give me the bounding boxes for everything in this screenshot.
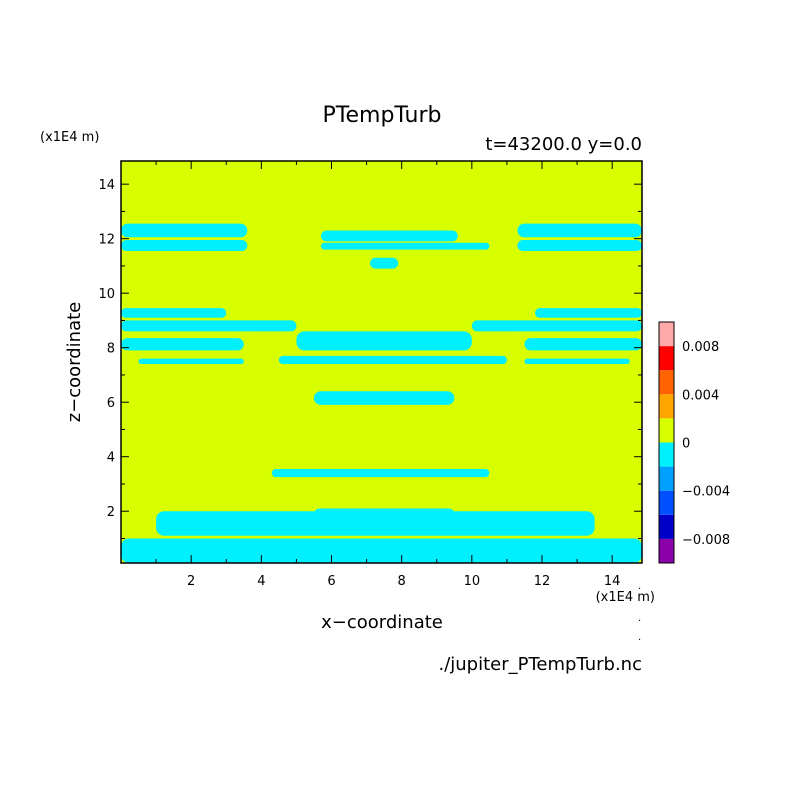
x-tick-label: 12 [534, 574, 551, 589]
negative-region-21 [313, 508, 455, 520]
negative-region-1 [121, 240, 248, 251]
colorbar-tick-label: 0 [682, 437, 690, 452]
negative-region-16 [524, 358, 630, 365]
negative-region-20 [156, 511, 595, 536]
y-tick-label: 10 [98, 287, 115, 302]
x-tick-label: 2 [187, 574, 195, 589]
y-tick-label: 12 [98, 233, 115, 248]
x-unit-label: (x1E4 m) [596, 590, 655, 605]
negative-region-11 [524, 338, 642, 351]
negative-region-3 [320, 242, 490, 250]
negative-region-4 [517, 223, 642, 238]
negative-regions [121, 223, 642, 563]
colorbar-swatch [659, 490, 674, 515]
colorbar-tick-label: 0.004 [682, 388, 719, 403]
negative-region-2 [320, 230, 458, 242]
colorbar-swatch [659, 418, 674, 443]
colorbar-tick-label: −0.008 [682, 533, 730, 548]
y-unit-label: (x1E4 m) [40, 130, 99, 145]
y-tick-label: 2 [107, 505, 115, 520]
x-tick-label: 8 [398, 574, 406, 589]
colorbar-swatch [659, 538, 674, 563]
negative-region-15 [278, 355, 507, 365]
colorbar-tick-label: 0.008 [682, 340, 719, 355]
negative-region-9 [121, 338, 244, 351]
x-tick-label: 4 [257, 574, 265, 589]
dot-mark: · [638, 584, 641, 595]
y-tick-label: 4 [107, 451, 115, 466]
colorbar-swatch [659, 514, 674, 539]
negative-region-8 [121, 320, 297, 332]
chart-subtitle: t=43200.0 y=0.0 [485, 134, 642, 155]
colorbar-swatch [659, 394, 674, 419]
chart-title: PTempTurb [323, 103, 442, 128]
dot-mark: · [638, 635, 641, 646]
colorbar-swatch [659, 322, 674, 347]
y-tick-label: 8 [107, 342, 115, 357]
negative-region-0 [121, 223, 248, 238]
negative-region-6 [370, 257, 399, 269]
y-tick-label: 6 [107, 396, 115, 411]
file-path-label: ./jupiter_PTempTurb.nc [438, 654, 642, 675]
dot-mark: · [638, 616, 641, 627]
negative-region-13 [534, 308, 642, 318]
colorbar-swatch [659, 442, 674, 467]
colorbar-swatch [659, 466, 674, 491]
negative-region-10 [296, 331, 472, 351]
negative-region-19 [121, 538, 642, 563]
colorbar-frame [658, 321, 675, 564]
negative-region-7 [121, 308, 227, 318]
plot-frame [120, 160, 643, 564]
y-axis-label: z−coordinate [64, 302, 85, 423]
colorbar-tick-label: −0.004 [682, 485, 730, 500]
negative-region-17 [313, 391, 455, 405]
negative-region-12 [471, 320, 642, 332]
colorbar-swatch [659, 370, 674, 395]
y-tick-label: 14 [98, 178, 115, 193]
y-axis-ticks: 2 4 6 8 10 12 14 [98, 178, 642, 539]
negative-region-5 [517, 240, 642, 251]
x-tick-label: 6 [327, 574, 335, 589]
x-tick-label: 14 [604, 574, 621, 589]
x-axis-label: x−coordinate [321, 612, 443, 633]
negative-region-18 [271, 468, 490, 478]
negative-region-14 [138, 358, 244, 365]
x-tick-label: 10 [464, 574, 481, 589]
x-axis-ticks: 2 4 6 8 10 12 14 [155, 161, 621, 589]
colorbar-swatch [659, 346, 674, 371]
colorbar: −0.008 −0.004 0 0.004 0.008 [658, 321, 730, 564]
plot-area: 2 4 6 8 10 12 14 2 4 6 8 10 12 14 [98, 160, 643, 589]
